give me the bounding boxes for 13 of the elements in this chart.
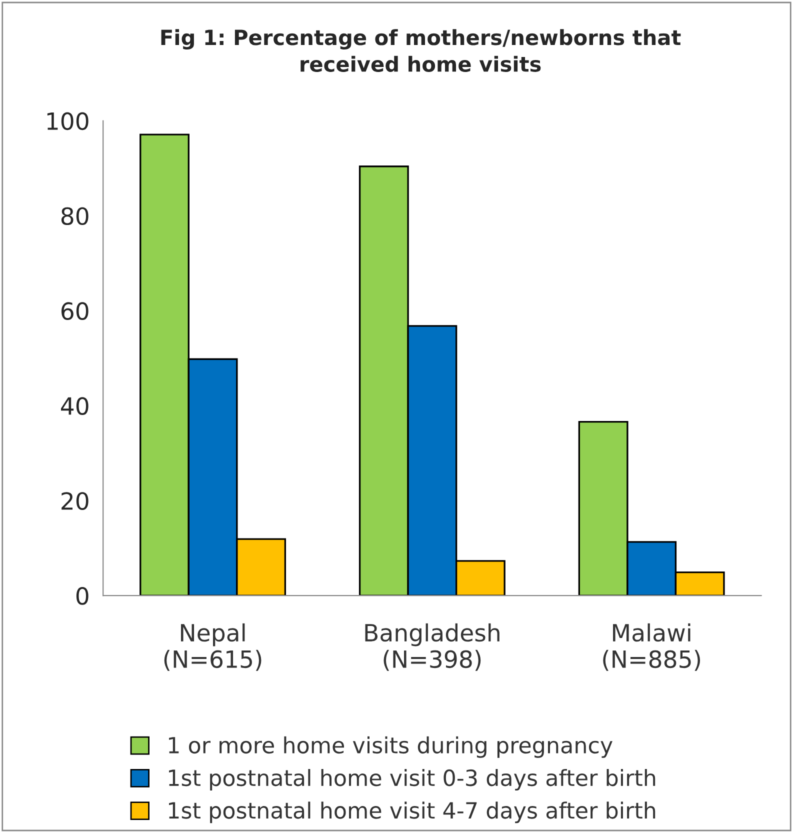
legend-label: 1st postnatal home visit 0-3 days after birth — [169, 769, 656, 791]
y-tick-label: 0 — [76, 587, 88, 605]
y-tick-label: 80 — [61, 207, 88, 226]
y-tick-label: 60 — [62, 302, 88, 320]
y-tick-label: 100 — [47, 112, 88, 130]
y-tick-label: 20 — [62, 492, 88, 510]
x-tick-label: Nepal (N=615) — [164, 623, 262, 671]
legend-label: 1st postnatal home visit 4-7 days after birth — [169, 802, 656, 824]
chart-title: Fig 1: Percentage of mothers/newborns that received home visits — [161, 29, 681, 72]
x-tick-label: Bangladesh (N=398) — [365, 623, 500, 671]
x-tick-label: Malawi (N=885) — [603, 623, 700, 671]
legend-label: 1 or more home visits during pregnancy — [169, 736, 612, 758]
y-tick-label: 40 — [61, 397, 88, 415]
